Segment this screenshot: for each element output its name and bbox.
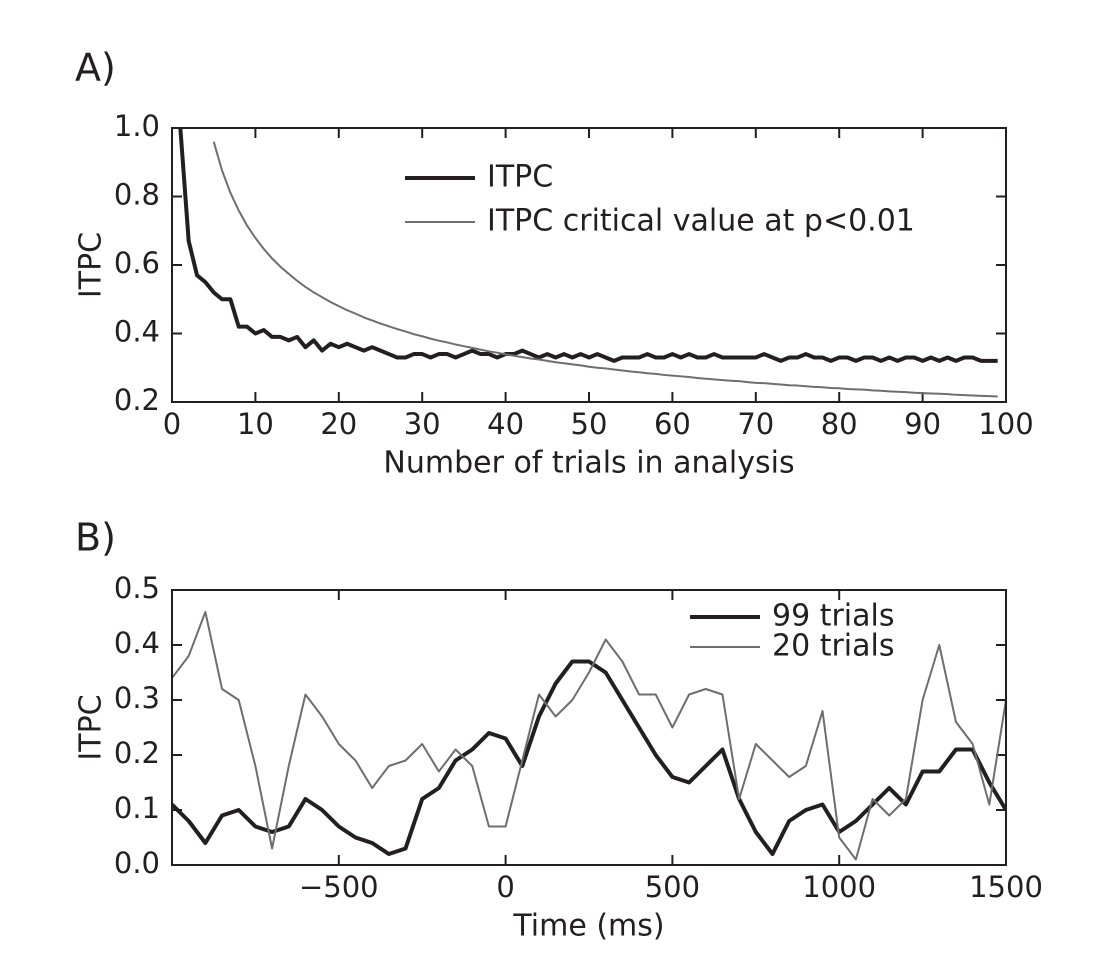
legend-label: ITPC [487, 160, 553, 195]
axes-frame [171, 127, 1007, 403]
series-line [172, 659, 1006, 856]
x-tick-label: 50 [571, 407, 608, 441]
x-tick-label: 1500 [969, 870, 1043, 904]
legend-label: 99 trials [772, 599, 895, 634]
y-tick-label: 0.0 [114, 846, 160, 880]
y-tick-label: 0.2 [114, 736, 160, 770]
x-tick-label: 0 [496, 870, 514, 904]
series-line [212, 141, 998, 398]
x-tick-label: 20 [320, 407, 357, 441]
legend-label: 20 trials [772, 629, 895, 664]
plot-area [172, 611, 1006, 861]
y-tick-label: 1.0 [114, 109, 160, 143]
y-tick-label: 0.5 [114, 571, 160, 605]
y-tick-label: 0.3 [114, 681, 160, 715]
plot-area [178, 128, 998, 398]
y-axis-label: ITPC [74, 232, 109, 298]
y-tick-label: 0.4 [114, 626, 160, 660]
x-axis-label: Time (ms) [512, 909, 664, 944]
series-line [178, 128, 998, 363]
x-axis-label: Number of trials in analysis [383, 446, 794, 481]
y-tick-label: 0.2 [114, 383, 160, 417]
panel-label: B) [75, 516, 116, 560]
y-tick-label: 0.6 [114, 246, 160, 280]
x-tick-label: 10 [237, 407, 274, 441]
axes-frame [171, 589, 1007, 866]
x-tick-label: 1000 [802, 870, 876, 904]
x-tick-label: 80 [821, 407, 858, 441]
x-tick-label: 0 [163, 407, 181, 441]
x-tick-label: 70 [737, 407, 774, 441]
y-tick-label: 0.1 [114, 791, 160, 825]
panel-label: A) [75, 46, 116, 90]
y-tick-label: 0.4 [114, 315, 160, 349]
y-axis-label: ITPC [74, 694, 109, 760]
x-tick-label: −500 [299, 870, 379, 904]
y-tick-label: 0.8 [114, 178, 160, 212]
series-line [172, 611, 1006, 861]
x-tick-label: 500 [645, 870, 700, 904]
x-tick-label: 100 [978, 407, 1033, 441]
x-tick-label: 30 [404, 407, 441, 441]
x-tick-label: 90 [904, 407, 941, 441]
x-tick-label: 40 [487, 407, 524, 441]
x-tick-label: 60 [654, 407, 691, 441]
legend-label: ITPC critical value at p<0.01 [487, 204, 915, 239]
